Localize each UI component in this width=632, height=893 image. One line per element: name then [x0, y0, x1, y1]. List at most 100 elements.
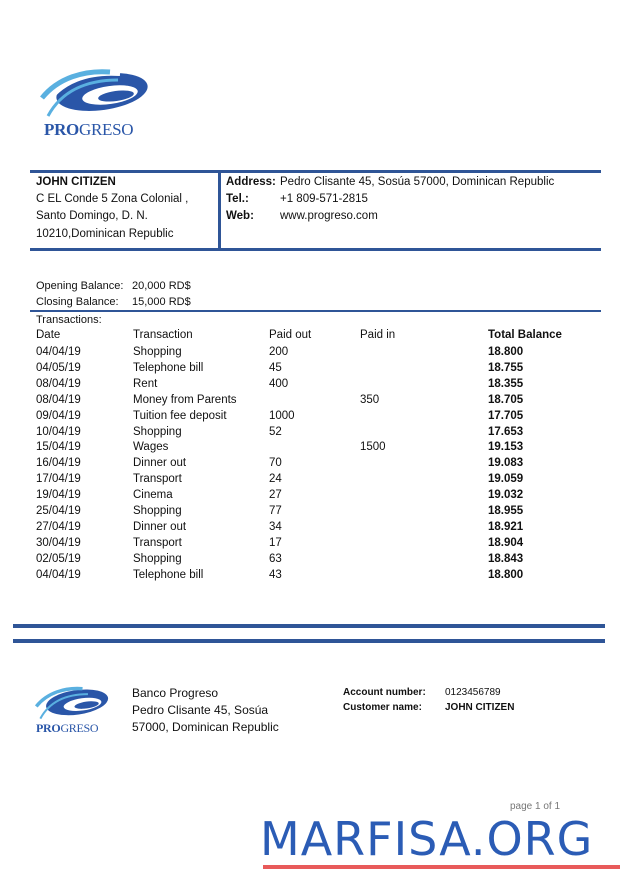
- table-row: 10/04/19 Shopping 52 17.653: [0, 426, 632, 442]
- transactions-title: Transactions:: [36, 314, 102, 326]
- footer-logo-wordmark: PROGRESO: [36, 721, 99, 735]
- cell-total-balance: 18.355: [488, 377, 524, 390]
- cell-paid-out: 17: [269, 536, 282, 549]
- cell-total-balance: 19.083: [488, 457, 524, 470]
- cell-paid-out: 77: [269, 505, 282, 517]
- cell-transaction: Shopping: [133, 505, 182, 517]
- account-number-label: Account number:: [343, 687, 426, 698]
- cell-transaction: Telephone bill: [133, 361, 204, 374]
- cell-transaction: Telephone bill: [133, 568, 204, 581]
- cell-paid-out: 400: [269, 377, 289, 390]
- table-row: 08/04/19 Money from Parents 350 18.705: [0, 394, 632, 410]
- table-row: 30/04/19 Transport 17 18.904: [0, 537, 632, 553]
- bank-address: Pedro Clisante 45, Sosúa 57000, Dominica…: [280, 176, 555, 188]
- footer-bank-name: Banco Progreso: [132, 686, 219, 700]
- logo-swoosh-icon: [40, 69, 148, 117]
- closing-balance-label: Closing Balance:: [36, 296, 119, 308]
- web-label: Web:: [226, 210, 254, 222]
- cell-paid-in: 350: [360, 393, 380, 406]
- cell-paid-out: 34: [269, 520, 282, 533]
- table-row: 04/04/19 Shopping 200 18.800: [0, 346, 632, 362]
- cell-date: 16/04/19: [36, 457, 81, 470]
- cell-paid-in: 1500: [360, 441, 386, 454]
- customer-name-value: JOHN CITIZEN: [445, 702, 515, 713]
- cell-total-balance: 18.800: [488, 568, 524, 581]
- cell-paid-out: 45: [269, 361, 282, 374]
- cell-total-balance: 19.032: [488, 489, 524, 502]
- header-total-balance: Total Balance: [488, 329, 562, 341]
- cell-paid-out: 1000: [269, 409, 295, 422]
- page-info: page 1 of 1: [510, 801, 561, 812]
- logo-wordmark: PROGRESO: [44, 120, 134, 139]
- bank-tel: +1 809-571-2815: [280, 193, 368, 205]
- cell-date: 09/04/19: [36, 409, 81, 422]
- cell-transaction: Shopping: [133, 552, 182, 565]
- marfisa-watermark: MARFISA.ORG: [260, 812, 594, 866]
- bank-web-link[interactable]: www.progreso.com: [280, 210, 378, 222]
- cell-total-balance: 18.904: [488, 536, 524, 549]
- table-row: 09/04/19 Tuition fee deposit 1000 17.705: [0, 410, 632, 426]
- customer-address-line: Santo Domingo, D. N.: [36, 210, 148, 222]
- cell-transaction: Tuition fee deposit: [133, 409, 227, 422]
- footer-progreso-logo: [34, 686, 112, 724]
- address-label: Address:: [226, 176, 276, 188]
- table-row: 04/05/19 Telephone bill 45 18.755: [0, 362, 632, 378]
- table-row: 16/04/19 Dinner out 70 19.083: [0, 457, 632, 473]
- cell-total-balance: 19.059: [488, 473, 524, 486]
- header-date: Date: [36, 329, 61, 341]
- cell-date: 17/04/19: [36, 473, 81, 486]
- divider: [13, 624, 605, 628]
- header-paid-in: Paid in: [360, 329, 396, 341]
- cell-total-balance: 17.653: [488, 425, 524, 438]
- cell-paid-out: 43: [269, 568, 282, 581]
- cell-date: 04/04/19: [36, 346, 81, 358]
- table-row: 17/04/19 Transport 24 19.059: [0, 473, 632, 489]
- opening-balance-label: Opening Balance:: [36, 280, 124, 292]
- table-row: 15/04/19 Wages 1500 19.153: [0, 441, 632, 457]
- cell-date: 08/04/19: [36, 377, 81, 390]
- cell-transaction: Money from Parents: [133, 393, 237, 406]
- table-row: 19/04/19 Cinema 27 19.032: [0, 489, 632, 505]
- cell-transaction: Rent: [133, 377, 158, 390]
- cell-transaction: Transport: [133, 473, 182, 486]
- logo-swoosh-icon: [34, 686, 109, 720]
- cell-paid-out: 200: [269, 346, 289, 358]
- tel-label: Tel.:: [226, 193, 249, 205]
- table-row: 08/04/19 Rent 400 18.355: [0, 378, 632, 394]
- cell-date: 04/05/19: [36, 361, 81, 374]
- cell-transaction: Shopping: [133, 425, 182, 438]
- cell-transaction: Dinner out: [133, 520, 187, 533]
- cell-total-balance: 19.153: [488, 441, 524, 454]
- customer-address-line: 10210,Dominican Republic: [36, 228, 174, 240]
- divider: [30, 310, 601, 312]
- footer-bank-address: Pedro Clisante 45, Sosúa: [132, 703, 269, 717]
- cell-total-balance: 18.705: [488, 393, 524, 406]
- divider: [13, 639, 605, 643]
- cell-paid-out: 27: [269, 489, 282, 502]
- cell-paid-out: 24: [269, 473, 282, 486]
- cell-date: 30/04/19: [36, 536, 81, 549]
- customer-name: JOHN CITIZEN: [36, 176, 116, 188]
- cell-transaction: Dinner out: [133, 457, 187, 470]
- cell-date: 19/04/19: [36, 489, 81, 502]
- customer-address-line: C EL Conde 5 Zona Colonial ,: [36, 193, 189, 205]
- cell-date: 08/04/19: [36, 393, 81, 406]
- divider: [30, 170, 601, 173]
- account-number-value: 0123456789: [445, 687, 501, 698]
- cell-total-balance: 17.705: [488, 409, 524, 422]
- cell-transaction: Cinema: [133, 489, 173, 502]
- cell-date: 25/04/19: [36, 505, 81, 517]
- table-row: 27/04/19 Dinner out 34 18.921: [0, 521, 632, 537]
- header-transaction: Transaction: [133, 329, 193, 341]
- customer-name-label: Customer name:: [343, 702, 422, 713]
- cell-total-balance: 18.955: [488, 505, 524, 517]
- cell-total-balance: 18.800: [488, 346, 524, 358]
- cell-date: 15/04/19: [36, 441, 81, 454]
- table-row: 25/04/19 Shopping 77 18.955: [0, 505, 632, 521]
- cell-date: 04/04/19: [36, 568, 81, 581]
- header-paid-out: Paid out: [269, 329, 312, 341]
- table-header: Date Transaction Paid out Paid in Total …: [0, 329, 632, 345]
- cell-transaction: Wages: [133, 441, 169, 454]
- cell-date: 02/05/19: [36, 552, 81, 565]
- cell-transaction: Transport: [133, 536, 182, 549]
